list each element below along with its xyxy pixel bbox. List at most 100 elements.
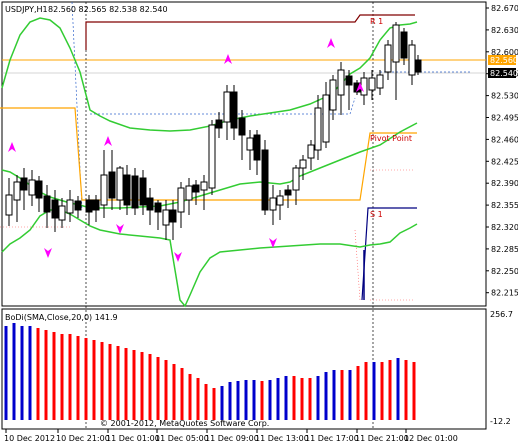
candle-body [230, 91, 238, 129]
arrow-down-icon [116, 224, 124, 234]
candle-body [139, 177, 147, 206]
candle-body [414, 59, 422, 73]
candle-body [92, 199, 100, 211]
candle-body [408, 44, 416, 76]
level-price-box [488, 55, 516, 65]
arrow-up-icon [356, 82, 364, 92]
candle-body [85, 199, 93, 213]
middle-band[interactable] [1, 122, 418, 209]
candle-body [51, 199, 59, 219]
candle-body [384, 44, 392, 73]
candle-body [368, 77, 376, 91]
time-tick-label: 10 Dec 2012 [4, 434, 55, 443]
price-tick-label: 82.285 [491, 245, 518, 254]
candle-body [58, 205, 66, 221]
price-tick-label: 82.390 [491, 179, 518, 188]
price-tick-label: 82.250 [491, 267, 518, 276]
candle-body [162, 209, 170, 226]
indicator-scale-top: 256.7 [490, 310, 513, 319]
indicator-histogram[interactable] [4, 323, 416, 420]
candle-body [392, 24, 400, 63]
arrow-up-icon [224, 54, 232, 64]
arrow-up-icon [104, 136, 112, 146]
time-tick-label: 11 Dec 13:00 [255, 434, 309, 443]
price-tick-label: 82.460 [491, 135, 518, 144]
candle-body [261, 149, 269, 211]
indicator-label: BoDi(SMA,Close,20,0) 141.9 [5, 313, 118, 322]
candle-body [108, 171, 116, 199]
pivot-line[interactable] [0, 107, 417, 201]
time-tick-label: 12 Dec 01:00 [404, 434, 458, 443]
candle-body [322, 94, 330, 143]
candle-body [215, 119, 223, 129]
time-tick-label: 11 Dec 21:00 [355, 434, 409, 443]
candle-body [208, 124, 216, 189]
time-tick-label: 11 Dec 17:00 [305, 434, 359, 443]
candle-body [299, 159, 307, 169]
candle-body [253, 134, 261, 161]
candle-body [292, 167, 300, 191]
candle-body [177, 187, 185, 213]
candle-body [329, 79, 337, 111]
copyright-text: © 2001-2012, MetaQuotes Software Corp. [100, 419, 269, 428]
symbol-label: USDJPY,H1 [5, 5, 48, 14]
candle-body [337, 69, 345, 96]
price-axis[interactable]: 82.67082.63082.60082.56582.53082.49582.4… [486, 4, 518, 298]
arrow-up-icon [327, 38, 335, 48]
candlestick-series[interactable] [5, 22, 422, 240]
r1-label: R 1 [370, 17, 383, 26]
current-price-box [488, 68, 516, 78]
price-tick-label: 82.630 [491, 26, 518, 35]
current-price-label: 82.540 [490, 69, 518, 78]
price-tick-label: 82.495 [491, 114, 518, 123]
candle-body [74, 200, 82, 211]
candle-body [284, 189, 292, 196]
candle-body [238, 117, 246, 136]
candle-body [376, 74, 384, 89]
candle-body [169, 209, 177, 223]
price-tick-label: 82.600 [491, 48, 518, 57]
candle-body [20, 177, 28, 191]
candle-body [246, 137, 254, 151]
level-price-label: 82.560 [490, 56, 518, 65]
arrow-down-icon [269, 238, 277, 248]
ohlc-values: 82.560 82.565 82.538 82.540 [48, 5, 168, 14]
time-tick-label: 11 Dec 05:00 [155, 434, 209, 443]
candle-body [314, 107, 322, 151]
time-tick-label: 11 Dec 09:00 [205, 434, 259, 443]
arrow-down-icon [174, 252, 182, 262]
price-tick-label: 82.530 [491, 92, 518, 101]
candle-body [43, 195, 51, 213]
candle-body [146, 197, 154, 211]
price-tick-label: 82.425 [491, 157, 518, 166]
candle-body [35, 180, 43, 199]
upper-band[interactable] [1, 17, 418, 132]
arrow-down-icon [44, 248, 52, 258]
candle-body [116, 167, 124, 201]
candle-body [307, 144, 315, 159]
candle-body [154, 202, 162, 213]
price-tick-label: 82.355 [491, 201, 518, 210]
candle-body [5, 194, 13, 216]
s1-label: S 1 [370, 210, 383, 219]
candle-body [276, 195, 284, 206]
price-tick-label: 82.320 [491, 223, 518, 232]
candle-body [100, 174, 108, 206]
price-tick-label: 82.215 [491, 289, 518, 298]
price-tick-label: 82.670 [491, 4, 518, 13]
candle-body [360, 77, 368, 96]
blue-dotted-line-2 [90, 97, 356, 115]
candle-body [269, 197, 277, 211]
arrow-up-icon [8, 142, 16, 152]
indicator-scale-bottom: -12.2 [490, 417, 511, 426]
r1-line[interactable] [85, 14, 415, 50]
pivot-label: Pivot Point [370, 134, 412, 143]
time-tick-label: 11 Dec 01:00 [106, 434, 160, 443]
signal-arrows [8, 38, 364, 262]
candle-body [28, 179, 36, 196]
candle-body [185, 185, 193, 201]
candle-body [400, 31, 408, 59]
candle-body [192, 184, 200, 193]
